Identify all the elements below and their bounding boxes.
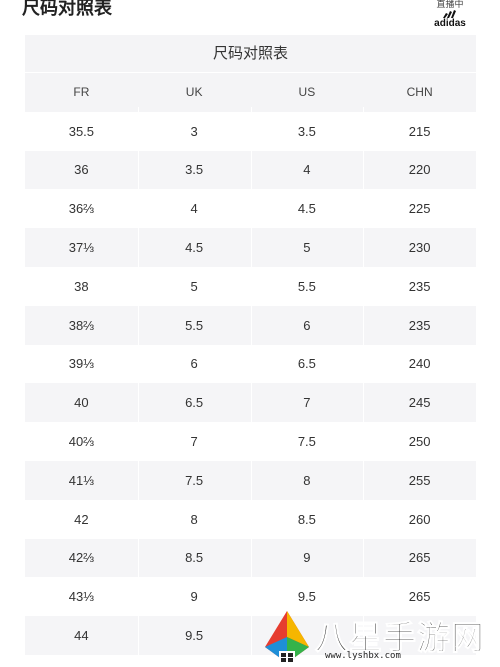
table-cell-uk: 9.5 [185,628,204,644]
table-cell-uk: 5 [190,278,198,294]
size-chart-table: 尺码对照表 FR UK US CHN 35.5 3 3.5 215 36 3.5 4 220 3… [25,35,476,665]
table-cell-uk: 4.5 [185,240,204,256]
adidas-logo-icon [443,10,456,18]
site-watermark: 八星手游网 www.lyshbx.com [255,607,500,667]
table-cell-chn: 255 [408,472,431,488]
table-cell-us: 7 [303,395,311,411]
table-cell-us: 5 [303,240,311,256]
table-cell-us: 8 [303,472,311,488]
table-cell-chn: 240 [408,356,431,372]
watermark-text: 八星手游网 [315,618,485,658]
column-divider [363,107,365,665]
table-cell-chn: 230 [408,240,431,256]
table-cell-chn: 265 [408,589,431,605]
table-cell-fr: 38 [74,278,89,294]
table-cell-us: 7.5 [297,434,316,450]
column-header-uk: UK [185,85,203,100]
table-cell-fr: 44 [74,628,89,644]
table-cell-chn: 260 [408,511,431,527]
table-cell-chn: 235 [408,317,431,333]
watermark-url: www.lyshbx.com [325,651,401,661]
table-cell-fr: 43⅓ [68,589,95,605]
table-cell-uk: 8 [190,511,198,527]
table-cell-fr: 42 [74,511,89,527]
table-cell-fr: 38⅔ [68,317,95,333]
table-cell-us: 6 [303,317,311,333]
table-cell-uk: 7.5 [185,472,204,488]
table-cell-uk: 3.5 [185,162,204,178]
table-cell-fr: 37⅓ [68,240,95,256]
table-cell-us: 3.5 [297,123,316,139]
column-divider [250,107,252,665]
table-cell-chn: 215 [408,123,431,139]
column-header-us: US [298,85,316,100]
column-header-chn: CHN [406,85,433,100]
table-cell-chn: 245 [408,395,431,411]
table-cell-us: 5.5 [297,278,316,294]
page-title: 尺码对照表 [22,0,112,19]
table-cell-fr: 41⅓ [68,472,95,488]
watermark-logo-icon [265,611,309,663]
table-cell-fr: 40⅔ [68,434,95,450]
brand-wordmark: adidas [434,18,466,29]
table-title: 尺码对照表 [25,35,476,72]
table-cell-us: 6.5 [297,356,316,372]
table-cell-us: 8.5 [297,511,316,527]
column-header-fr: FR [73,85,90,100]
table-cell-fr: 36⅔ [68,201,95,217]
table-cell-chn: 225 [408,201,431,217]
table-cell-uk: 3 [190,123,198,139]
table-cell-uk: 9 [190,589,198,605]
table-cell-us: 9.5 [297,589,316,605]
brand-logo: 直播中 adidas [428,0,472,29]
table-cell-uk: 7 [190,434,198,450]
live-badge: 直播中 [436,0,464,10]
table-cell-chn: 235 [408,278,431,294]
table-cell-chn: 220 [408,162,431,178]
table-cell-uk: 8.5 [185,550,204,566]
table-header-row: FR UK US CHN [25,72,476,112]
table-cell-chn: 250 [408,434,431,450]
table-cell-uk: 6 [190,356,198,372]
column-divider [137,107,139,665]
table-cell-chn: 265 [408,550,431,566]
table-cell-us: 9 [303,550,311,566]
table-cell-fr: 40 [74,395,89,411]
table-cell-us: 4.5 [297,201,316,217]
table-cell-fr: 36 [74,162,89,178]
table-cell-fr: 35.5 [68,123,95,139]
table-cell-fr: 39⅓ [68,356,95,372]
table-cell-us: 4 [303,162,311,178]
table-cell-uk: 5.5 [185,317,204,333]
table-cell-uk: 4 [190,201,198,217]
table-cell-uk: 6.5 [185,395,204,411]
table-cell-fr: 42⅔ [68,550,95,566]
